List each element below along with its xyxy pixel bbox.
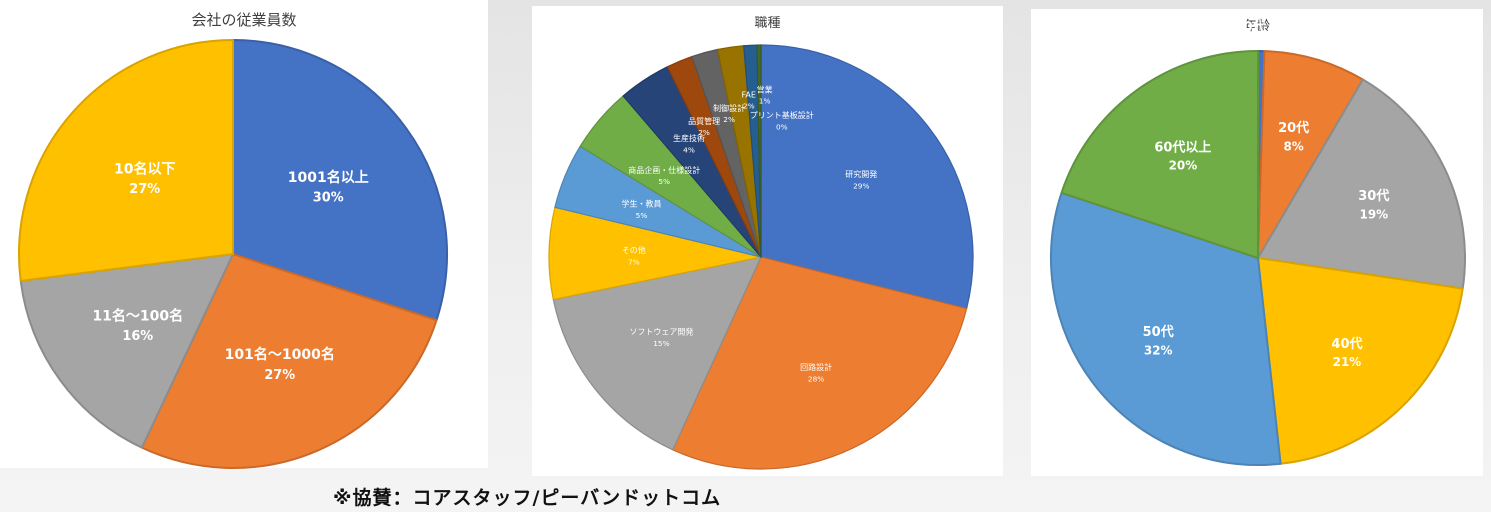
slice-percent-label: 2% [698,128,710,137]
slice-percent-label: 16% [122,329,153,344]
slice-name-label: ソフトウェア開発 [629,328,693,337]
slice-percent-label: 2% [723,115,735,124]
pie-chart-age: 10代 0% 20代 8% 30代 19% 40代 21% 50代 32% 60代以上 20% [1050,19,1466,466]
slice-percent-label: 29% [853,181,869,190]
pie-slice-4 [1050,191,1282,466]
pie-slice-3 [18,39,234,282]
pie-slice-2 [19,253,234,449]
slice-percent-label: 27% [264,368,295,383]
slice-name-label: 50代 [1143,324,1174,340]
slice-name-label: 制御設計 [713,103,745,113]
pie-slice-3 [1257,257,1464,465]
chart-panel-employees: 会社の従業員数 1001名以上 30% 101名～1000名 27% 11名～100名 1… [0,0,488,469]
slice-name-label: 1001名以上 [288,169,369,186]
slice-percent-label: 8% [1283,139,1303,153]
slice-percent-label: 28% [808,374,824,383]
slice-name-label: 40代 [1331,336,1362,352]
slice-percent-label: 20% [1169,159,1198,173]
slice-percent-label: 30% [313,191,344,206]
slice-name-label: 研究開発 [845,169,877,179]
slice-name-label: 101名～1000名 [225,346,335,363]
slice-percent-label: 19% [1360,207,1389,221]
slice-percent-label: 15% [653,339,669,348]
slice-name-label: その他 [622,245,646,255]
pie-slice-11 [756,44,762,258]
sponsor-footer: ※協賛：コアスタッフ/ピーバンドットコム [333,487,722,509]
slice-name-label: プリント基板設計 [750,110,814,120]
slice-percent-label: 0% [776,122,788,131]
slice-percent-label: 5% [658,177,670,186]
slice-name-label: 生産技術 [673,133,705,143]
pie-slice-2 [552,256,762,451]
slice-name-label: 営業 [757,84,773,94]
slice-percent-label: 5% [636,211,648,220]
slice-percent-label: 2% [743,102,755,111]
chart-title: 職種 [754,16,781,31]
slice-percent-label: 0% [1240,38,1260,52]
slice-name-label: 10代 [1234,19,1265,35]
pie-slice-1 [672,256,968,470]
slice-name-label: 60代以上 [1154,139,1211,155]
slice-percent-label: 7% [628,257,640,266]
slice-name-label: 11名～100名 [92,307,183,324]
pie-slice-1 [1257,50,1364,259]
slice-percent-label: 27% [129,182,160,197]
chart-title: 年齢 [1243,19,1270,34]
slice-name-label: 品質管理 [688,116,720,126]
slice-name-label: 10名以下 [114,160,175,177]
slice-name-label: 回路設計 [800,362,832,372]
slice-percent-label: 1% [759,97,771,106]
chart-title: 会社の従業員数 [191,11,297,29]
pie-chart-employees: 1001名以上 30% 101名～1000名 27% 11名～100名 16% 10名以下 2… [18,39,448,469]
slice-percent-label: 32% [1144,343,1173,357]
slice-percent-label: 4% [683,145,695,154]
slice-name-label: 30代 [1358,188,1389,204]
pie-slice-0 [760,44,974,310]
pie-slice-1 [140,253,438,469]
slice-percent-label: 21% [1333,355,1362,369]
chart-panel-job-type: 職種 研究開発 29% 回路設計 28% ソフトウェア開発 15% その他 7% 学生・教員 5%… [532,6,1003,476]
chart-panel-age: 年齢 10代 0% 20代 8% 30代 19% 40代 21% 50代 32% 60代以上 20% [1031,9,1483,476]
pie-slice-5 [1060,50,1259,259]
pie-slice-2 [1257,78,1466,290]
pie-slice-0 [232,39,448,322]
slice-name-label: 商品企画・仕様設計 [628,165,700,175]
pie-chart-job-type: 研究開発 29% 回路設計 28% ソフトウェア開発 15% その他 7% 学生・教員 5% 商品企… [548,44,974,470]
slice-name-label: 学生・教員 [622,199,662,209]
slice-name-label: FAE [742,91,756,100]
slice-name-label: 20代 [1278,120,1309,136]
